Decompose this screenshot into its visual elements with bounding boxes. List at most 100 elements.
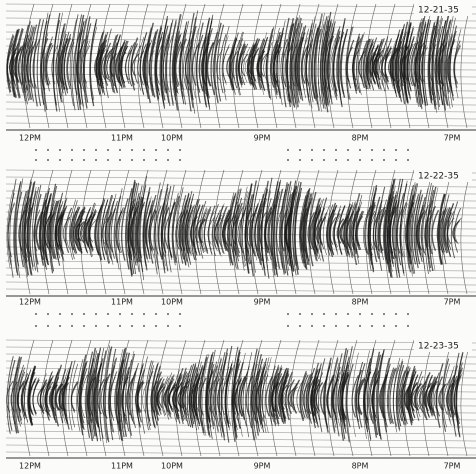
activity-stroke (323, 38, 332, 90)
activity-stroke (448, 17, 456, 108)
activity-stroke (435, 26, 444, 101)
activity-stroke (52, 199, 60, 260)
activity-stroke (301, 374, 309, 419)
activity-stroke (219, 207, 227, 254)
time-arc (441, 169, 453, 295)
activity-stroke (214, 22, 222, 104)
activity-stroke (149, 210, 158, 251)
activity-stroke (201, 33, 209, 95)
activity-stroke (312, 198, 320, 261)
activity-stroke (367, 186, 375, 271)
activity-stroke (443, 19, 452, 106)
activity-stroke (346, 26, 354, 101)
activity-stroke (150, 380, 158, 413)
activity-stroke (366, 39, 374, 89)
activity-stroke (418, 21, 427, 105)
activity-stroke (385, 184, 394, 273)
activity-stroke (140, 356, 148, 434)
activity-stroke (399, 202, 407, 258)
activity-stroke (294, 17, 302, 108)
activity-stroke (406, 25, 414, 101)
activity-stroke (416, 384, 424, 410)
activity-stroke (178, 194, 187, 264)
activity-stroke (172, 195, 180, 263)
activity-stroke (94, 363, 102, 428)
activity-stroke (162, 377, 170, 416)
activity-stroke (199, 357, 207, 434)
activity-stroke (164, 22, 173, 104)
time-arc (23, 339, 35, 457)
activity-stroke (344, 206, 352, 254)
activity-stroke (191, 374, 199, 419)
dot (299, 325, 301, 327)
activity-stroke (442, 21, 451, 105)
activity-stroke (233, 39, 241, 89)
activity-stroke (106, 52, 114, 78)
activity-stroke (127, 353, 135, 436)
activity-stroke (85, 351, 94, 438)
activity-stroke (393, 357, 401, 433)
activity-stroke (130, 37, 139, 91)
activity-stroke (205, 28, 213, 99)
dot (371, 313, 373, 315)
activity-stroke (71, 14, 79, 111)
activity-stroke (148, 31, 157, 96)
activity-stroke (49, 384, 57, 410)
activity-stroke (362, 350, 370, 439)
dot (359, 149, 361, 151)
activity-stroke (301, 28, 310, 99)
activity-stroke (438, 193, 446, 265)
activity-stroke (396, 206, 404, 254)
activity-stroke (335, 353, 343, 437)
time-label: 8PM (352, 134, 369, 143)
dot (71, 149, 73, 151)
activity-stroke (140, 31, 148, 96)
dot (371, 149, 373, 151)
activity-stroke (137, 369, 146, 423)
activity-stroke (58, 44, 66, 85)
activity-stroke (340, 28, 348, 98)
activity-stroke (231, 358, 240, 432)
activity-stroke (256, 193, 265, 265)
activity-stroke (389, 47, 398, 82)
activity-stroke (167, 378, 175, 415)
activity-stroke (237, 376, 246, 417)
activity-stroke (109, 53, 117, 78)
activity-stroke (276, 32, 284, 95)
activity-stroke (375, 208, 383, 252)
activity-stroke (272, 382, 280, 412)
activity-stroke (388, 194, 396, 265)
activity-stroke (79, 18, 87, 107)
activity-stroke (443, 378, 451, 415)
activity-stroke (58, 202, 66, 257)
activity-stroke (395, 361, 404, 430)
activity-stroke (387, 368, 396, 424)
activity-stroke (427, 22, 436, 104)
time-label: 10PM (161, 134, 183, 143)
activity-stroke (261, 374, 269, 419)
activity-stroke (379, 199, 387, 260)
activity-stroke (161, 376, 169, 417)
activity-stroke (357, 377, 366, 416)
activity-stroke (59, 382, 68, 412)
activity-stroke (111, 33, 119, 94)
activity-stroke (29, 186, 37, 271)
activity-stroke (298, 25, 307, 101)
activity-stroke (34, 184, 42, 273)
activity-stroke (52, 19, 60, 106)
activity-stroke (146, 200, 154, 260)
activity-stroke (45, 42, 53, 86)
activity-stroke (416, 204, 425, 256)
trace-line (5, 10, 476, 15)
time-arc (460, 339, 472, 457)
dot (167, 159, 169, 161)
dot (335, 159, 337, 161)
activity-stroke (77, 210, 86, 251)
activity-stroke (131, 362, 139, 429)
activity-stroke (95, 204, 103, 256)
activity-stroke (144, 360, 152, 431)
time-label: 9PM (254, 298, 271, 307)
dot (59, 159, 61, 161)
activity-stroke (435, 14, 443, 111)
activity-stroke (49, 200, 58, 259)
